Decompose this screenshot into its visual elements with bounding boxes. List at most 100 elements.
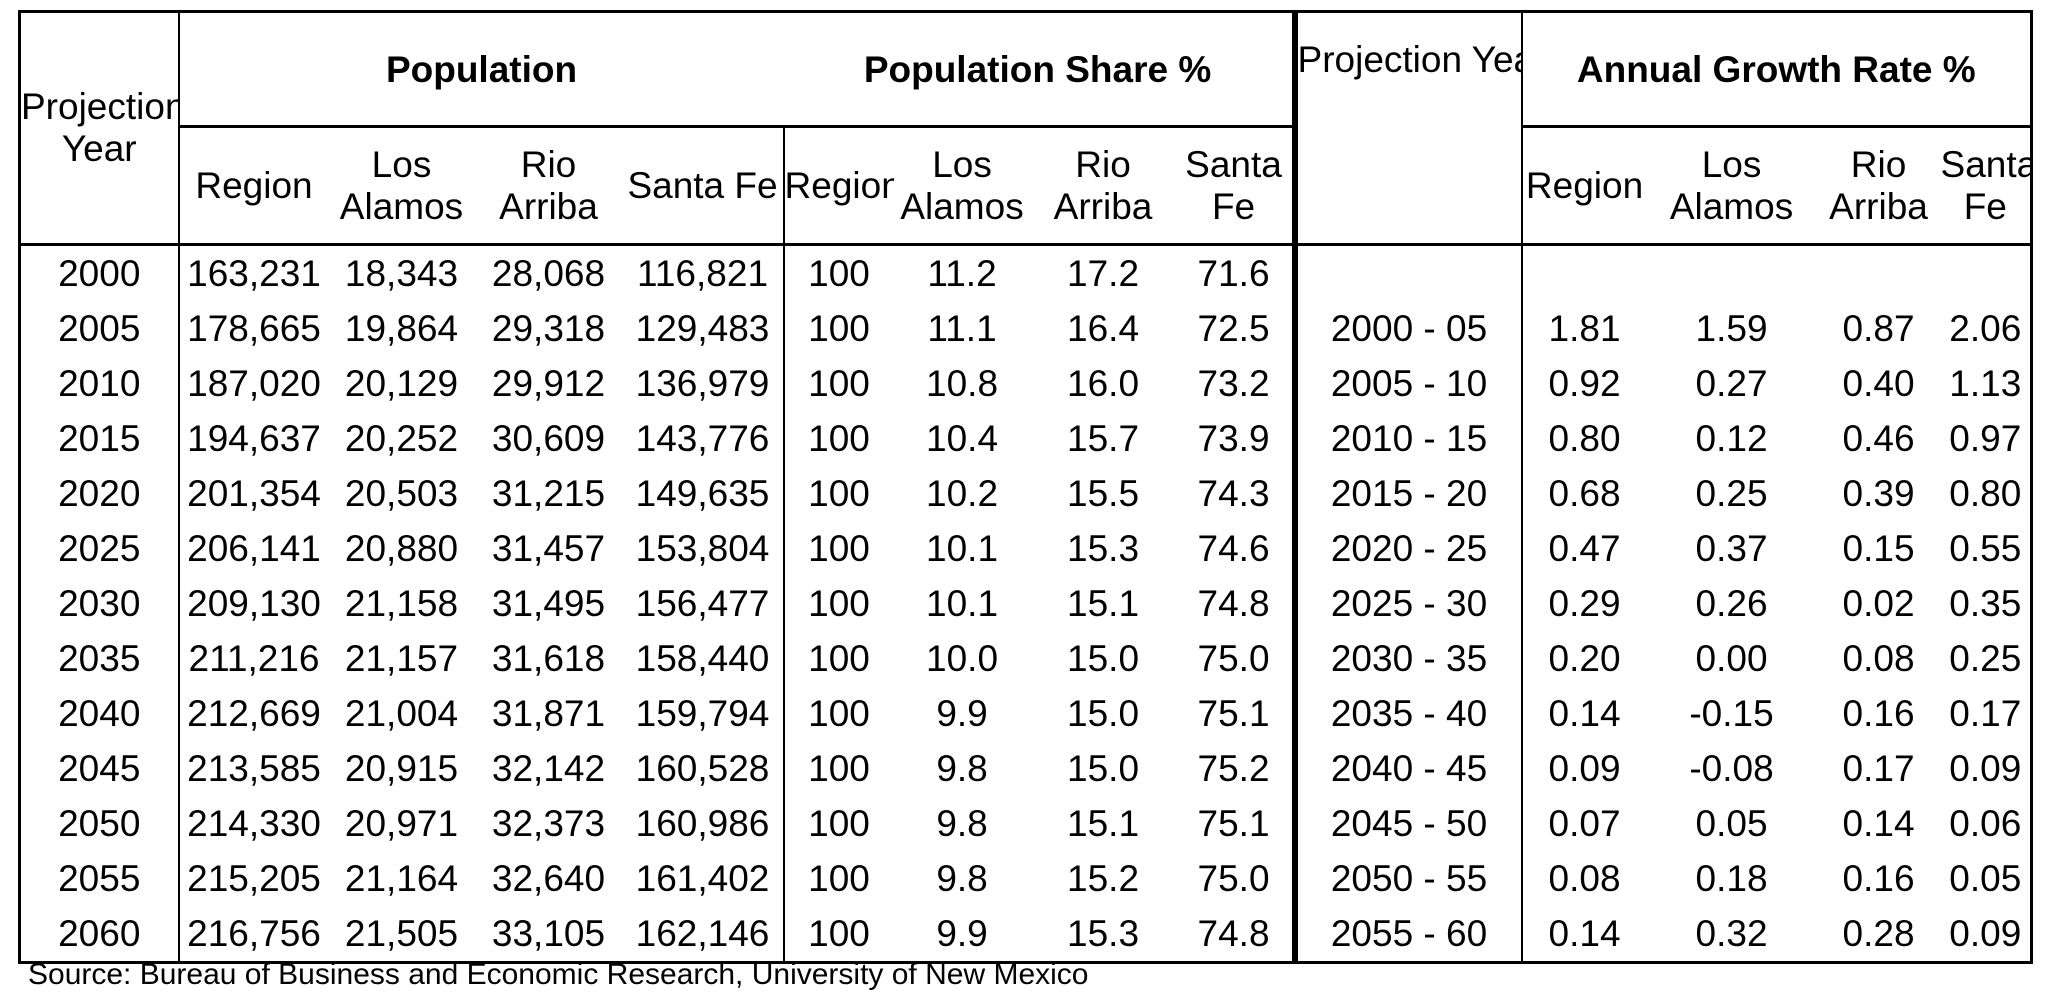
cell-population: 156,477 bbox=[622, 576, 785, 631]
cell-projection-period: 2055 - 60 bbox=[1291, 906, 1522, 964]
cell-population: 20,880 bbox=[344, 528, 459, 569]
cell-population: 162,146 bbox=[622, 906, 785, 964]
cell-population-share: 10.1 bbox=[926, 528, 999, 569]
cell-population-share: 10.1 bbox=[926, 583, 999, 624]
cell-population: 209,130 bbox=[177, 576, 329, 631]
table-row: 2060 216,756 21,505 33,105 162,146 100 9.9 15.3… bbox=[18, 906, 2034, 964]
cell-population-share: 9.9 bbox=[893, 906, 1031, 964]
cell-population-share: 75.1 bbox=[1197, 803, 1270, 844]
cell-projection-period: 2030 - 35 bbox=[1291, 631, 1522, 686]
subheader-share-rio-arriba: Rio Arriba bbox=[1030, 126, 1176, 246]
cell-growth-rate: 0.08 bbox=[1520, 851, 1647, 906]
cell-projection-year: 2050 bbox=[18, 796, 179, 851]
cell-growth-rate bbox=[1520, 244, 1647, 301]
cell-population: 153,804 bbox=[622, 521, 785, 576]
cell-population-share: 100 bbox=[808, 528, 870, 569]
cell-projection-period: 2020 - 25 bbox=[1291, 521, 1522, 576]
cell-growth-rate: 0.00 bbox=[1695, 638, 1768, 679]
cell-population: 143,776 bbox=[622, 411, 785, 466]
cell-growth-rate: 0.14 bbox=[1842, 803, 1915, 844]
cell-growth-rate: 0.17 bbox=[1940, 686, 2034, 741]
cell-population: 129,483 bbox=[622, 301, 785, 356]
cell-growth-rate: 0.09 bbox=[1940, 741, 2034, 796]
cell-population-share: 9.9 bbox=[936, 693, 988, 734]
subheader-pop-los-alamos: Los Alamos bbox=[328, 126, 475, 246]
table-row: 2045 213,585 20,915 32,142 160,528 100 9.8 15.0… bbox=[18, 741, 2034, 796]
cell-population-share: 75.0 bbox=[1197, 638, 1270, 679]
subheader-growth-santa-fe: Santa Fe bbox=[1940, 126, 2034, 246]
cell-population: 31,618 bbox=[491, 638, 606, 679]
cell-growth-rate: 0.06 bbox=[1940, 796, 2034, 851]
cell-population-share: 100 bbox=[808, 693, 870, 734]
cell-population: 149,635 bbox=[622, 466, 785, 521]
cell-population: 18,343 bbox=[344, 253, 459, 294]
cell-growth-rate: 0.07 bbox=[1520, 796, 1647, 851]
header-projection-year-right: Projection Year bbox=[1291, 10, 1522, 246]
cell-growth-rate: 0.14 bbox=[1520, 906, 1647, 964]
cell-population-share: 15.2 bbox=[1067, 858, 1140, 899]
cell-population: 116,821 bbox=[622, 244, 785, 301]
cell-growth-rate: 0.37 bbox=[1695, 528, 1768, 569]
cell-population-share: 74.6 bbox=[1197, 528, 1270, 569]
cell-population-share: 10.4 bbox=[926, 418, 999, 459]
cell-growth-rate: 0.25 bbox=[1940, 631, 2034, 686]
cell-population-share: 100 bbox=[808, 748, 870, 789]
cell-growth-rate: 2.06 bbox=[1940, 301, 2034, 356]
subheader-growth-rio-arriba: Rio Arriba bbox=[1816, 126, 1941, 246]
cell-population: 178,665 bbox=[177, 301, 329, 356]
cell-growth-rate: 0.40 bbox=[1842, 363, 1915, 404]
cell-population: 20,915 bbox=[344, 748, 459, 789]
cell-population-share: 75.2 bbox=[1197, 748, 1270, 789]
cell-population: 29,318 bbox=[491, 308, 606, 349]
cell-growth-rate: 0.15 bbox=[1842, 528, 1915, 569]
cell-growth-rate: 0.16 bbox=[1842, 858, 1915, 899]
cell-population: 29,912 bbox=[491, 363, 606, 404]
cell-growth-rate: 0.14 bbox=[1520, 686, 1647, 741]
cell-population: 159,794 bbox=[622, 686, 785, 741]
table-row: 2035 211,216 21,157 31,618 158,440 100 10.0 15.… bbox=[18, 631, 2034, 686]
cell-population-share: 15.0 bbox=[1067, 693, 1140, 734]
cell-growth-rate: 0.47 bbox=[1520, 521, 1647, 576]
cell-population-share: 15.1 bbox=[1067, 583, 1140, 624]
cell-growth-rate: 0.55 bbox=[1940, 521, 2034, 576]
table-row: 2020 201,354 20,503 31,215 149,635 100 10.2 15.… bbox=[18, 466, 2034, 521]
table-row: 2030 209,130 21,158 31,495 156,477 100 10.1 15.… bbox=[18, 576, 2034, 631]
cell-population-share: 100 bbox=[808, 418, 870, 459]
table-row: 2000 163,231 18,343 28,068 116,821 100 11.2 17.… bbox=[18, 244, 2034, 301]
cell-projection-period: 2045 - 50 bbox=[1291, 796, 1522, 851]
table-row: 2005 178,665 19,864 29,318 129,483 100 11.1 16.… bbox=[18, 301, 2034, 356]
cell-population-share: 100 bbox=[808, 583, 870, 624]
cell-population: 214,330 bbox=[177, 796, 329, 851]
cell-population: 30,609 bbox=[491, 418, 606, 459]
cell-projection-year: 2035 bbox=[18, 631, 179, 686]
cell-projection-period: 2040 - 45 bbox=[1291, 741, 1522, 796]
subheader-share-los-alamos: Los Alamos bbox=[893, 126, 1031, 246]
cell-population: 21,505 bbox=[328, 906, 475, 964]
cell-population: 21,004 bbox=[344, 693, 459, 734]
cell-population-share: 100 bbox=[808, 638, 870, 679]
cell-growth-rate: 0.16 bbox=[1842, 693, 1915, 734]
cell-population: 158,440 bbox=[622, 631, 785, 686]
cell-population: 31,215 bbox=[491, 473, 606, 514]
cell-growth-rate: 0.05 bbox=[1695, 803, 1768, 844]
cell-projection-period: 2005 - 10 bbox=[1291, 356, 1522, 411]
cell-population: 32,373 bbox=[491, 803, 606, 844]
cell-growth-rate: -0.15 bbox=[1689, 693, 1774, 734]
cell-population-share: 100 bbox=[808, 253, 870, 294]
cell-growth-rate: 0.87 bbox=[1842, 308, 1915, 349]
cell-population-share: 73.9 bbox=[1197, 418, 1270, 459]
cell-projection-year: 2025 bbox=[18, 521, 179, 576]
cell-growth-rate: 0.26 bbox=[1695, 583, 1768, 624]
cell-projection-year: 2055 bbox=[18, 851, 179, 906]
cell-population-share: 100 bbox=[783, 906, 894, 964]
cell-growth-rate: 0.46 bbox=[1842, 418, 1915, 459]
cell-growth-rate bbox=[1940, 244, 2034, 301]
cell-population-share: 10.0 bbox=[926, 638, 999, 679]
cell-population: 31,871 bbox=[491, 693, 606, 734]
cell-population: 32,640 bbox=[491, 858, 606, 899]
cell-growth-rate: 0.17 bbox=[1842, 748, 1915, 789]
cell-projection-period: 2015 - 20 bbox=[1291, 466, 1522, 521]
cell-growth-rate: 0.32 bbox=[1646, 906, 1817, 964]
cell-projection-year: 2000 bbox=[18, 244, 179, 301]
cell-growth-rate: 0.20 bbox=[1520, 631, 1647, 686]
